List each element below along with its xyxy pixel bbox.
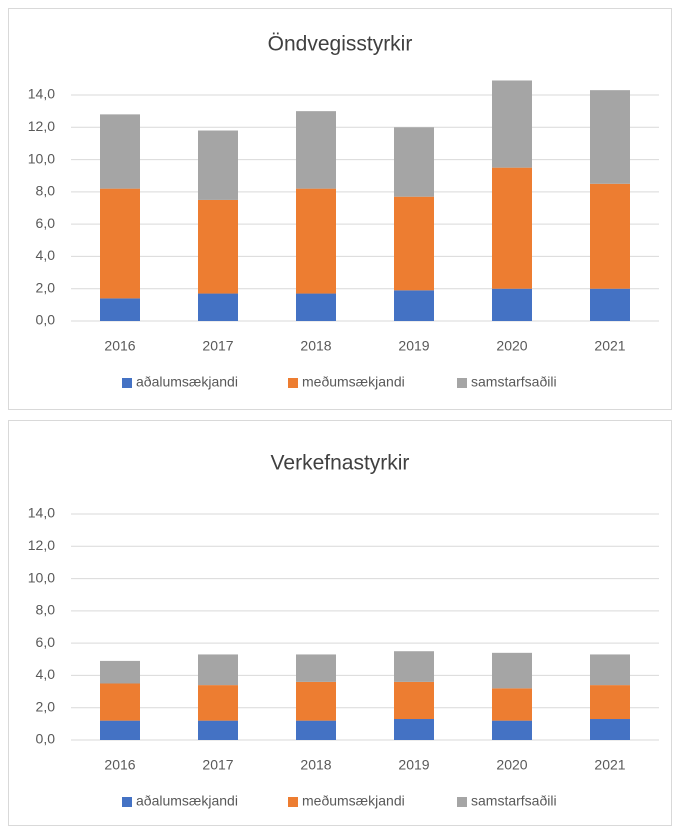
chart-title: Öndvegisstyrkir	[268, 33, 413, 56]
x-tick-label: 2019	[398, 757, 429, 773]
bar-segment	[198, 720, 238, 740]
bar-segment	[492, 688, 532, 721]
bar-segment	[100, 298, 140, 321]
chart-frame	[8, 420, 672, 826]
bar-segment	[198, 130, 238, 200]
bar-segment	[492, 720, 532, 740]
bar-segment	[394, 651, 434, 682]
legend-label: aðalumsækjandi	[136, 793, 238, 809]
y-tick-label: 6,0	[36, 215, 56, 231]
y-tick-label: 2,0	[36, 279, 56, 295]
y-tick-label: 4,0	[36, 666, 56, 682]
y-tick-label: 0,0	[36, 731, 56, 747]
bar-segment	[590, 685, 630, 720]
legend-label: meðumsækjandi	[302, 793, 405, 809]
y-tick-label: 8,0	[36, 183, 56, 199]
bar-segment	[492, 80, 532, 168]
chart-title: Verkefnastyrkir	[271, 452, 410, 475]
x-tick-label: 2020	[496, 757, 527, 773]
bar-segment	[100, 188, 140, 299]
x-tick-label: 2020	[496, 338, 527, 354]
legend-swatch	[288, 378, 298, 388]
bar-segment	[394, 719, 434, 740]
y-tick-label: 12,0	[28, 118, 55, 134]
x-tick-label: 2016	[104, 757, 135, 773]
bar-segment	[492, 167, 532, 289]
legend-swatch	[457, 378, 467, 388]
bar-segment	[198, 685, 238, 721]
bar-segment	[296, 720, 336, 740]
bar-segment	[492, 652, 532, 689]
x-tick-label: 2021	[594, 757, 625, 773]
bar-segment	[394, 127, 434, 197]
y-tick-label: 10,0	[28, 569, 55, 585]
legend-label: samstarfsaðili	[471, 374, 557, 390]
bar-segment	[590, 719, 630, 740]
bar-segment	[100, 720, 140, 740]
bar-segment	[100, 660, 140, 684]
y-tick-label: 14,0	[28, 505, 55, 521]
bar-segment	[590, 90, 630, 184]
bar-segment	[296, 293, 336, 321]
x-tick-label: 2018	[300, 757, 331, 773]
y-tick-label: 14,0	[28, 86, 55, 102]
bar-segment	[590, 654, 630, 686]
bar-segment	[296, 111, 336, 189]
bar-segment	[394, 681, 434, 720]
bar-segment	[100, 114, 140, 189]
bar-segment	[590, 288, 630, 321]
y-tick-label: 0,0	[36, 312, 56, 328]
legend-swatch	[122, 378, 132, 388]
bar-segment	[590, 183, 630, 289]
y-tick-label: 10,0	[28, 150, 55, 166]
bar-segment	[296, 654, 336, 682]
x-tick-label: 2016	[104, 338, 135, 354]
legend-swatch	[288, 797, 298, 807]
legend-label: aðalumsækjandi	[136, 374, 238, 390]
legend-swatch	[122, 797, 132, 807]
bar-segment	[296, 681, 336, 721]
y-tick-label: 12,0	[28, 537, 55, 553]
y-tick-label: 6,0	[36, 634, 56, 650]
y-tick-label: 2,0	[36, 698, 56, 714]
bar-segment	[394, 290, 434, 321]
bar-segment	[198, 654, 238, 686]
legend-swatch	[457, 797, 467, 807]
bar-segment	[198, 199, 238, 294]
x-tick-label: 2021	[594, 338, 625, 354]
bar-segment	[100, 683, 140, 721]
x-tick-label: 2019	[398, 338, 429, 354]
x-tick-label: 2017	[202, 757, 233, 773]
bar-segment	[198, 293, 238, 321]
y-tick-label: 8,0	[36, 602, 56, 618]
x-tick-label: 2017	[202, 338, 233, 354]
bar-segment	[394, 196, 434, 291]
legend-label: samstarfsaðili	[471, 793, 557, 809]
x-tick-label: 2018	[300, 338, 331, 354]
bar-segment	[296, 188, 336, 294]
legend-label: meðumsækjandi	[302, 374, 405, 390]
y-tick-label: 4,0	[36, 247, 56, 263]
bar-segment	[492, 288, 532, 321]
